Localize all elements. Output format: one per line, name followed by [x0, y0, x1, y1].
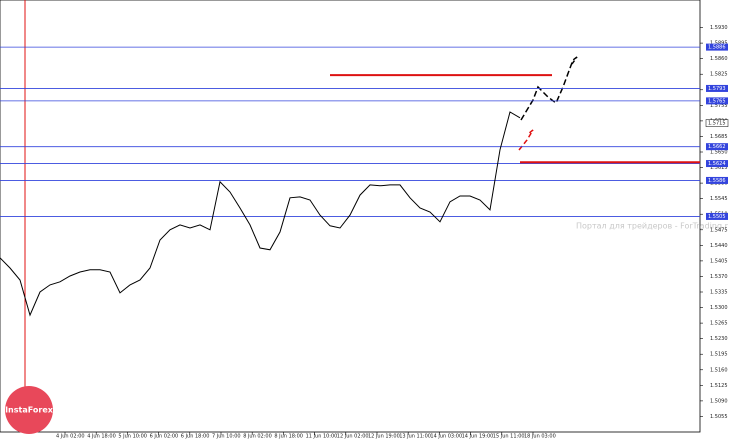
x-tick-label: 4 Jun 18:00 [87, 434, 116, 440]
y-tick-label: 1.5685 [710, 134, 728, 140]
y-tick-label: 1.5545 [710, 196, 728, 202]
price-line [0, 111, 521, 317]
y-tick-label: 1.5090 [710, 398, 728, 404]
x-tick-label: 6 Jun 02:00 [150, 434, 179, 440]
y-tick-label: 1.5370 [710, 274, 728, 280]
watermark: Портал для трейдеров - ForTrading.r [576, 222, 729, 231]
y-tick-label: 1.5475 [710, 227, 728, 233]
x-tick-label: 13 Jun 11:00 [399, 434, 431, 440]
x-tick-label: 14 Jun 03:00 [430, 434, 462, 440]
x-tick-label: 6 Jun 18:00 [181, 434, 210, 440]
logo-text: InstaForex [5, 406, 54, 415]
current-price-label: 1.5715 [708, 121, 726, 127]
y-tick-label: 1.5300 [710, 305, 728, 311]
x-tick-label: 14 Jun 19:00 [462, 434, 494, 440]
x-tick-label: 12 Jun 19:00 [368, 434, 400, 440]
y-tick-label: 1.5755 [710, 103, 728, 109]
x-tick-label: 7 Jun 10:00 [212, 434, 241, 440]
forecast-arrow-down [518, 129, 534, 151]
level-label: 1.5624 [708, 161, 726, 167]
level-label-box [706, 97, 728, 105]
level-label: 1.5765 [708, 98, 726, 104]
level-label-box [706, 160, 728, 168]
x-tick-label: 8 Jun 18:00 [274, 434, 303, 440]
y-tick-label: 1.5230 [710, 336, 728, 342]
logo: InstaForex [5, 386, 54, 434]
y-tick-label: 1.5650 [710, 150, 728, 156]
current-price-box [705, 119, 729, 127]
x-tick-label: 5 Jun 10:00 [118, 434, 147, 440]
y-tick-label: 1.5055 [710, 414, 728, 420]
level-label-box [706, 143, 728, 151]
forecast-arrow-up [520, 56, 578, 121]
y-tick-label: 1.5265 [710, 321, 728, 327]
level-label: 1.5793 [708, 86, 726, 92]
x-tick-label: 11 Jun 10:00 [306, 434, 338, 440]
x-tick-label: 8 Jun 02:00 [243, 434, 272, 440]
y-tick-label: 1.5860 [710, 56, 728, 62]
x-tick-label: 18 Jun 03:00 [524, 434, 556, 440]
x-tick-label: 4 Jun 02:00 [56, 434, 85, 440]
level-label-box [706, 176, 728, 184]
y-tick-label: 1.5160 [710, 367, 728, 373]
level-label: 1.5505 [708, 214, 726, 220]
level-label: 1.5662 [708, 144, 726, 150]
y-tick-label: 1.5405 [710, 258, 728, 264]
level-label: 1.5886 [708, 45, 726, 51]
y-tick-label: 1.5440 [710, 243, 728, 249]
level-label: 1.5586 [708, 178, 726, 184]
logo-badge [5, 386, 53, 434]
plot-frame [0, 0, 701, 433]
x-tick-label: 12 Jun 02:00 [337, 434, 369, 440]
y-tick-label: 1.5195 [710, 352, 728, 358]
level-label-box [706, 43, 728, 51]
y-tick-label: 1.5615 [710, 165, 728, 171]
y-tick-label: 1.5335 [710, 290, 728, 296]
y-tick-label: 1.5930 [710, 25, 728, 31]
level-label-box [706, 84, 728, 92]
y-tick-label: 1.5825 [710, 72, 728, 78]
x-tick-label: 15 Jun 11:00 [493, 434, 525, 440]
level-label-box [706, 212, 728, 220]
y-tick-label: 1.5125 [710, 383, 728, 389]
